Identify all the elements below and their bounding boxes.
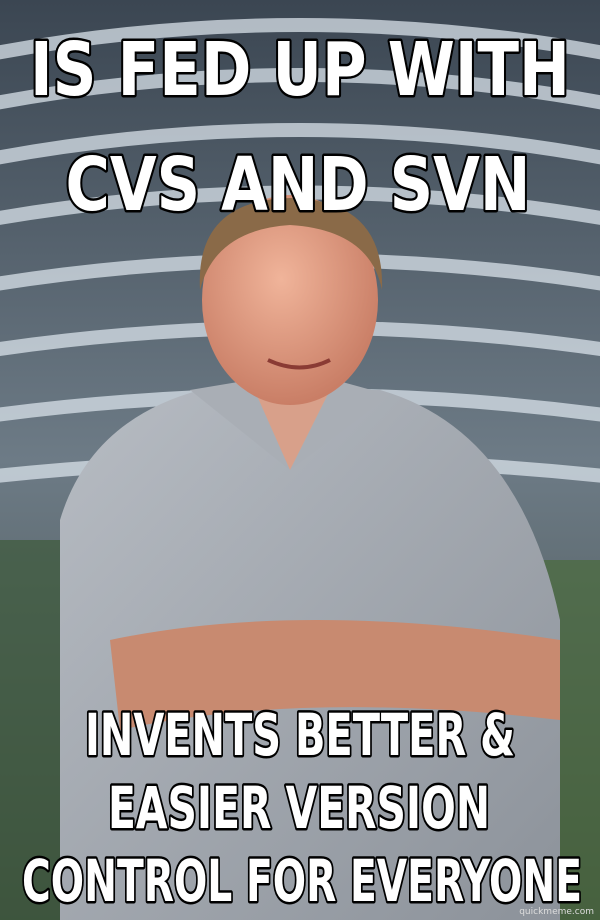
top-caption-line: IS FED UP WITH bbox=[30, 27, 570, 113]
face bbox=[202, 195, 378, 405]
top-caption-line: CVS AND SVN bbox=[66, 142, 531, 228]
smile bbox=[267, 358, 331, 370]
bottom-caption-line: EASIER VERSION bbox=[108, 774, 490, 842]
hair bbox=[199, 198, 383, 290]
neck bbox=[240, 380, 340, 470]
trees-left bbox=[0, 540, 70, 920]
collar bbox=[190, 380, 390, 470]
crossed-arms bbox=[110, 620, 560, 730]
watermark: quickmeme.com bbox=[519, 907, 594, 917]
bottom-caption-line: INVENTS BETTER & bbox=[85, 701, 515, 769]
bottom-caption-line: CONTROL FOR EVERYONE bbox=[22, 847, 582, 915]
